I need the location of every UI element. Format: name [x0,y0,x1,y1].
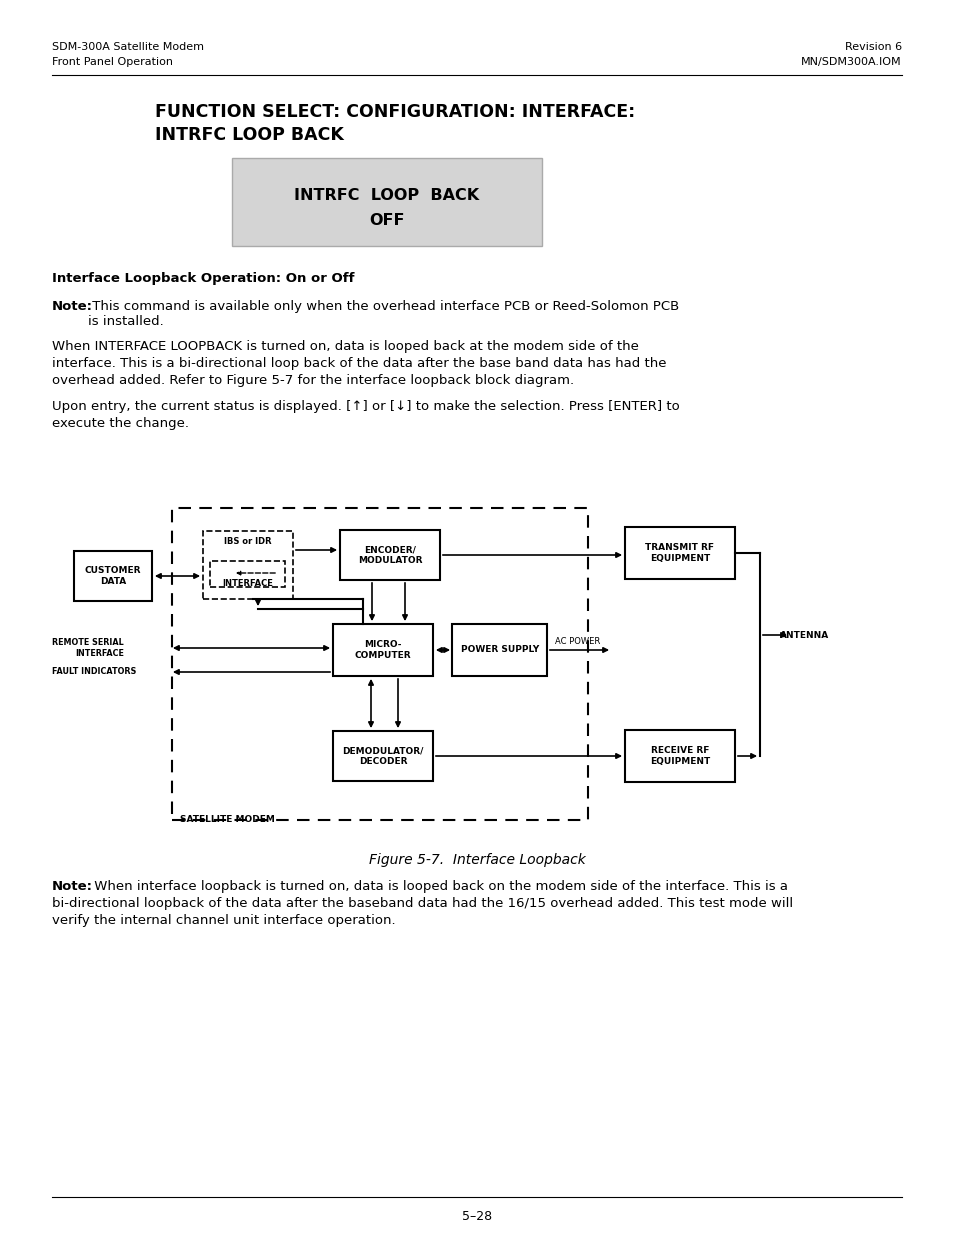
Text: Note:: Note: [52,300,92,312]
Text: Note:: Note: [52,881,92,893]
Text: ENCODER/
MODULATOR: ENCODER/ MODULATOR [357,546,422,564]
Text: MN/SDM300A.IOM: MN/SDM300A.IOM [801,57,901,67]
Text: MICRO-
COMPUTER: MICRO- COMPUTER [355,640,411,659]
Text: When INTERFACE LOOPBACK is turned on, data is looped back at the modem side of t: When INTERFACE LOOPBACK is turned on, da… [52,340,639,353]
Text: INTERFACE: INTERFACE [222,578,274,588]
Text: FAULT INDICATORS: FAULT INDICATORS [52,667,136,677]
Text: DEMODULATOR/
DECODER: DEMODULATOR/ DECODER [342,746,423,766]
Text: INTRFC LOOP BACK: INTRFC LOOP BACK [154,126,343,144]
Text: REMOTE SERIAL
INTERFACE: REMOTE SERIAL INTERFACE [52,638,124,658]
Text: Interface Loopback Operation: On or Off: Interface Loopback Operation: On or Off [52,272,355,285]
Bar [333,731,433,781]
Text: verify the internal channel unit interface operation.: verify the internal channel unit interfa… [52,914,395,927]
Text: RECEIVE RF
EQUIPMENT: RECEIVE RF EQUIPMENT [649,746,709,766]
Text: AC POWER: AC POWER [555,637,599,646]
Bar [172,508,587,820]
Text: Revision 6: Revision 6 [844,42,901,52]
Bar [339,530,439,580]
Text: INTRFC  LOOP  BACK: INTRFC LOOP BACK [294,188,479,203]
Text: SDM-300A Satellite Modem: SDM-300A Satellite Modem [52,42,204,52]
Text: CUSTOMER
DATA: CUSTOMER DATA [85,567,141,585]
Text: This command is available only when the overhead interface PCB or Reed-Solomon P: This command is available only when the … [88,300,679,329]
Text: bi-directional loopback of the data after the baseband data had the 16/15 overhe: bi-directional loopback of the data afte… [52,897,792,910]
Text: Figure 5-7.  Interface Loopback: Figure 5-7. Interface Loopback [368,853,585,867]
Text: SATELLITE MODEM: SATELLITE MODEM [180,815,274,824]
Bar [203,531,293,599]
Text: Front Panel Operation: Front Panel Operation [52,57,172,67]
Text: POWER SUPPLY: POWER SUPPLY [460,646,538,655]
Bar [624,527,734,579]
Text: 5–28: 5–28 [461,1210,492,1223]
Bar [624,730,734,782]
Text: IBS or IDR: IBS or IDR [224,536,272,546]
Text: Upon entry, the current status is displayed. [↑] or [↓] to make the selection. P: Upon entry, the current status is displa… [52,400,679,412]
Bar [452,624,547,676]
Text: overhead added. Refer to Figure 5-7 for the interface loopback block diagram.: overhead added. Refer to Figure 5-7 for … [52,374,574,387]
FancyBboxPatch shape [232,158,541,246]
Text: interface. This is a bi-directional loop back of the data after the base band da: interface. This is a bi-directional loop… [52,357,666,370]
Bar [74,551,152,601]
Text: FUNCTION SELECT: CONFIGURATION: INTERFACE:: FUNCTION SELECT: CONFIGURATION: INTERFAC… [154,103,635,121]
Text: OFF: OFF [369,212,404,228]
Bar [211,561,285,587]
Text: execute the change.: execute the change. [52,417,189,430]
Text: When interface loopback is turned on, data is looped back on the modem side of t: When interface loopback is turned on, da… [90,881,787,893]
Text: ANTENNA: ANTENNA [780,631,828,640]
Bar [333,624,433,676]
Text: TRANSMIT RF
EQUIPMENT: TRANSMIT RF EQUIPMENT [645,543,714,563]
